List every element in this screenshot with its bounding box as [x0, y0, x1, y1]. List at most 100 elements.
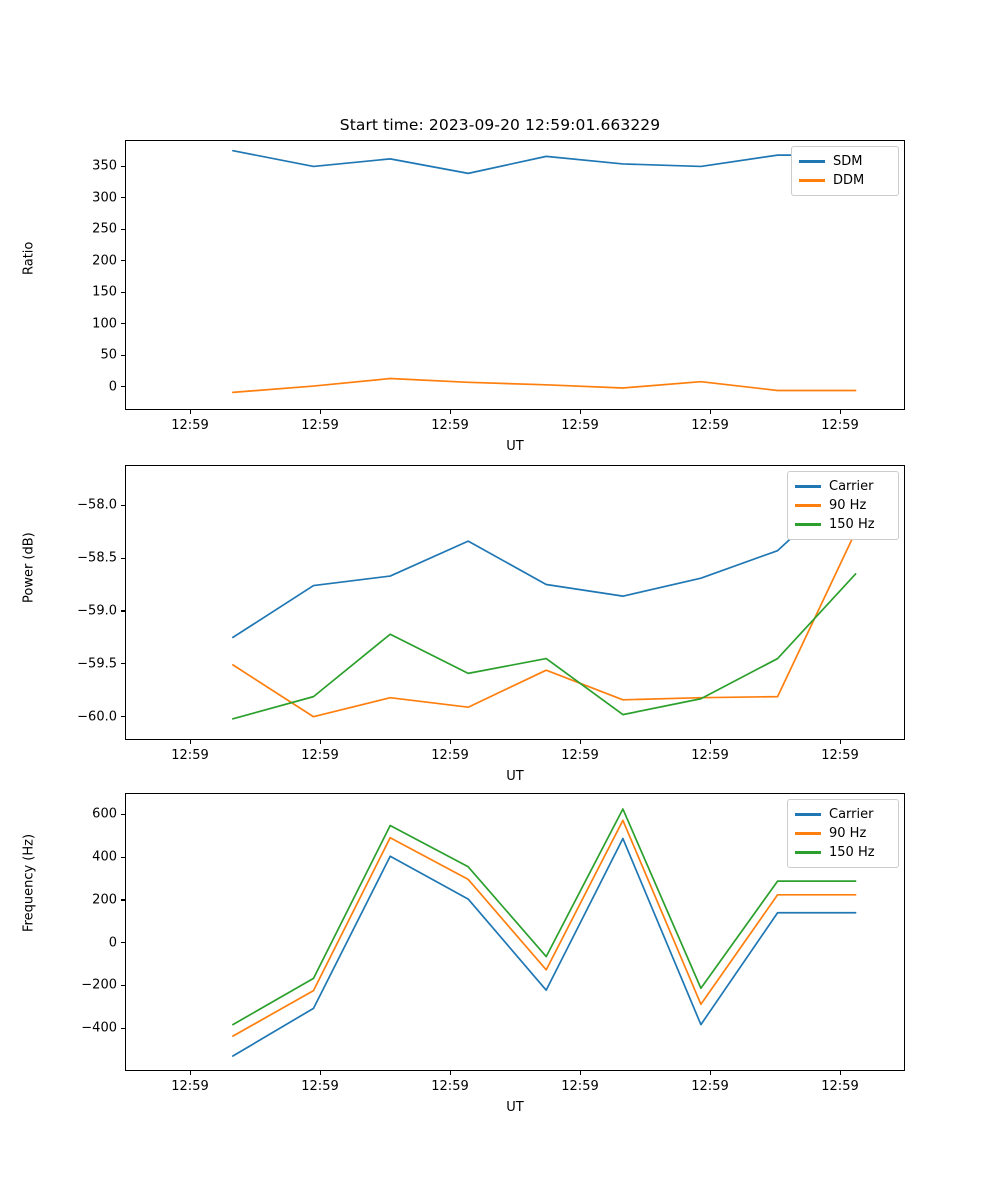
ytick-label-power: −60.0 — [77, 709, 117, 725]
ytick-label-ratio: 0 — [108, 379, 117, 395]
legend-swatch-icon — [799, 160, 825, 163]
xtick-label-ratio: 12:59 — [821, 418, 859, 433]
ytick-label-ratio: 150 — [92, 284, 117, 300]
xtick-mark-power — [449, 740, 451, 745]
xtick-mark-frequency — [189, 1071, 191, 1076]
xtick-label-power: 12:59 — [171, 748, 209, 763]
ytick-mark-ratio — [120, 323, 125, 325]
series-line-150-hz — [232, 808, 857, 1026]
legend-item-90-hz[interactable]: 90 Hz — [795, 824, 891, 843]
ytick-label-ratio: 50 — [100, 347, 117, 363]
legend-swatch-icon — [795, 813, 821, 816]
ytick-label-frequency: −400 — [81, 1020, 117, 1036]
legend-swatch-icon — [795, 523, 821, 526]
xtick-label-power: 12:59 — [691, 748, 729, 763]
ytick-mark-frequency — [120, 984, 125, 987]
axes-frame-power — [125, 465, 905, 740]
legend-item-carrier[interactable]: Carrier — [795, 805, 891, 824]
xlabel-frequency: UT — [506, 1100, 524, 1115]
ytick-mark-power — [120, 610, 125, 612]
legend-frequency[interactable]: Carrier 90 Hz 150 Hz — [787, 799, 899, 868]
xtick-label-frequency: 12:59 — [561, 1079, 599, 1094]
xtick-mark-frequency — [319, 1071, 321, 1076]
legend-item-150-hz[interactable]: 150 Hz — [795, 843, 891, 862]
xtick-label-frequency: 12:59 — [821, 1079, 859, 1094]
figure-title: Start time: 2023-09-20 12:59:01.663229 — [339, 116, 661, 134]
legend-item-90-hz[interactable]: 90 Hz — [795, 496, 891, 515]
legend-label: 90 Hz — [829, 498, 867, 513]
series-line-sdm — [232, 149, 857, 175]
legend-label: Carrier — [829, 807, 874, 822]
ytick-label-frequency: 0 — [108, 935, 117, 951]
xtick-label-frequency: 12:59 — [301, 1079, 339, 1094]
xtick-label-ratio: 12:59 — [691, 418, 729, 433]
legend-swatch-icon — [795, 504, 821, 507]
ytick-label-power: −59.0 — [77, 603, 117, 619]
xtick-mark-frequency — [709, 1071, 711, 1076]
ytick-mark-ratio — [120, 165, 125, 168]
plot-lines-frequency — [232, 808, 857, 1057]
xtick-mark-ratio — [579, 410, 581, 415]
legend-swatch-icon — [795, 485, 821, 488]
xtick-mark-frequency — [839, 1071, 841, 1076]
legend-item-ddm[interactable]: DDM — [799, 171, 891, 190]
legend-label: 150 Hz — [829, 845, 875, 860]
xtick-mark-power — [579, 740, 581, 745]
legend-swatch-icon — [795, 851, 821, 854]
xtick-label-frequency: 12:59 — [431, 1079, 469, 1094]
xtick-label-ratio: 12:59 — [301, 418, 339, 433]
legend-label: Carrier — [829, 479, 874, 494]
series-line-ddm — [232, 377, 857, 394]
series-line-90-hz — [232, 819, 857, 1037]
legend-label: 90 Hz — [829, 826, 867, 841]
ytick-label-frequency: 200 — [92, 892, 117, 908]
ytick-label-frequency: −200 — [81, 977, 117, 993]
axes-frame-frequency — [125, 793, 905, 1071]
xtick-label-power: 12:59 — [301, 748, 339, 763]
series-line-150-hz — [232, 573, 857, 720]
panel-ratio — [125, 140, 905, 410]
ytick-label-power: −58.0 — [77, 497, 117, 513]
ytick-mark-ratio — [120, 354, 125, 356]
ytick-label-ratio: 300 — [92, 190, 117, 206]
ytick-label-ratio: 100 — [92, 316, 117, 332]
ytick-mark-ratio — [120, 197, 125, 199]
ytick-mark-ratio — [120, 386, 125, 388]
xtick-mark-power — [189, 740, 191, 745]
ytick-mark-ratio — [120, 228, 125, 230]
legend-ratio[interactable]: SDM DDM — [791, 146, 899, 196]
legend-label: SDM — [833, 154, 863, 169]
xtick-label-power: 12:59 — [821, 748, 859, 763]
plot-lines-power — [232, 477, 857, 720]
ytick-label-power: −59.5 — [77, 656, 117, 672]
xtick-mark-power — [709, 740, 711, 745]
xtick-label-power: 12:59 — [561, 748, 599, 763]
panel-power — [125, 465, 905, 740]
xtick-label-frequency: 12:59 — [171, 1079, 209, 1094]
ytick-mark-power — [120, 663, 125, 665]
xtick-label-ratio: 12:59 — [171, 418, 209, 433]
ytick-label-ratio: 250 — [92, 221, 117, 237]
legend-item-carrier[interactable]: Carrier — [795, 477, 891, 496]
ytick-mark-ratio — [120, 291, 125, 293]
legend-label: 150 Hz — [829, 517, 875, 532]
xtick-label-ratio: 12:59 — [431, 418, 469, 433]
ytick-mark-frequency — [120, 1027, 125, 1029]
ytick-mark-frequency — [120, 942, 125, 944]
ytick-label-power: −58.5 — [77, 550, 117, 566]
ytick-mark-power — [120, 504, 125, 506]
xtick-mark-ratio — [839, 410, 841, 415]
xtick-mark-ratio — [449, 410, 451, 415]
xtick-label-frequency: 12:59 — [691, 1079, 729, 1094]
xtick-mark-power — [319, 740, 321, 745]
ytick-mark-ratio — [120, 260, 125, 262]
legend-item-150-hz[interactable]: 150 Hz — [795, 515, 891, 534]
legend-power[interactable]: Carrier 90 Hz 150 Hz — [787, 471, 899, 540]
ytick-label-frequency: 400 — [92, 849, 117, 865]
legend-item-sdm[interactable]: SDM — [799, 152, 891, 171]
series-line-carrier — [232, 477, 857, 639]
xtick-mark-ratio — [709, 410, 711, 415]
ytick-mark-power — [120, 557, 125, 559]
legend-swatch-icon — [799, 179, 825, 182]
